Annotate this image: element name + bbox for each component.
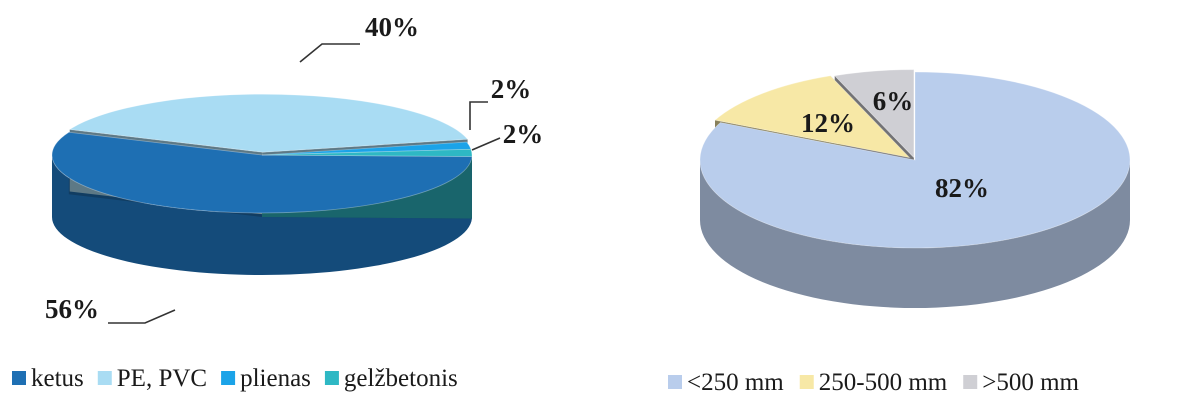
legend-label: plienas	[240, 365, 311, 392]
legend-item-ketus: ketus	[12, 365, 84, 392]
pie-slice-250-500-mm	[714, 75, 911, 159]
legend-swatch	[12, 371, 26, 385]
pie-slice-ketus	[51, 131, 473, 214]
leader-line-gel-betonis	[471, 137, 501, 151]
leader-line-ketus	[108, 309, 176, 324]
legend-swatch	[799, 375, 814, 389]
pie-slice-plienas	[261, 141, 472, 156]
pie-slice-pe-pvc	[68, 93, 469, 153]
legend-item-gel-betonis: gelžbetonis	[324, 365, 458, 392]
pie-chart-material: 56% 40% 2% 2% ketus PE, PVC plienas gelžbetonis	[12, 12, 543, 392]
data-label-plienas: 2%	[491, 74, 532, 104]
legend-swatch	[963, 375, 978, 389]
legend-item-500-mm: >500 mm	[963, 369, 1080, 394]
legend: ketus PE, PVC plienas gelžbetonis	[12, 365, 458, 392]
data-label-500-mm: 6%	[873, 86, 914, 116]
legend-label: gelžbetonis	[344, 365, 458, 392]
legend-label: ketus	[31, 365, 84, 392]
legend-swatch	[221, 371, 236, 385]
legend-item-250-500-mm: 250-500 mm	[799, 369, 948, 394]
legend: <250 mm 250-500 mm >500 mm	[668, 369, 1080, 394]
legend-swatch	[324, 371, 339, 385]
legend-swatch	[668, 375, 682, 389]
pie-slice-gel-betonis	[261, 148, 473, 157]
pie-slice-250-mm	[699, 71, 1131, 249]
pie-chart-diameter: 82% 12% 6% <250 mm 250-500 mm >500 mm	[668, 69, 1131, 394]
data-label-250-500-mm: 12%	[801, 108, 855, 138]
leader-line-plienas	[469, 101, 488, 130]
legend-item-250-mm: <250 mm	[668, 369, 784, 394]
pie-slice-500-mm	[833, 69, 915, 159]
legend-label: >500 mm	[982, 369, 1079, 394]
data-label-ketus: 56%	[45, 294, 99, 324]
pie-side-250-mm	[700, 160, 1130, 308]
legend-label: 250-500 mm	[819, 369, 948, 394]
leader-line-pe-pvc	[299, 43, 360, 63]
data-label-pe-pvc: 40%	[365, 12, 419, 42]
legend-item-plienas: plienas	[221, 365, 311, 392]
data-label-250-mm: 82%	[935, 173, 989, 203]
legend-label: <250 mm	[687, 369, 784, 394]
legend-swatch	[97, 371, 112, 385]
legend-item-pe-pvc: PE, PVC	[97, 365, 207, 392]
data-label-gel-betonis: 2%	[503, 119, 544, 149]
legend-label: PE, PVC	[117, 365, 207, 392]
